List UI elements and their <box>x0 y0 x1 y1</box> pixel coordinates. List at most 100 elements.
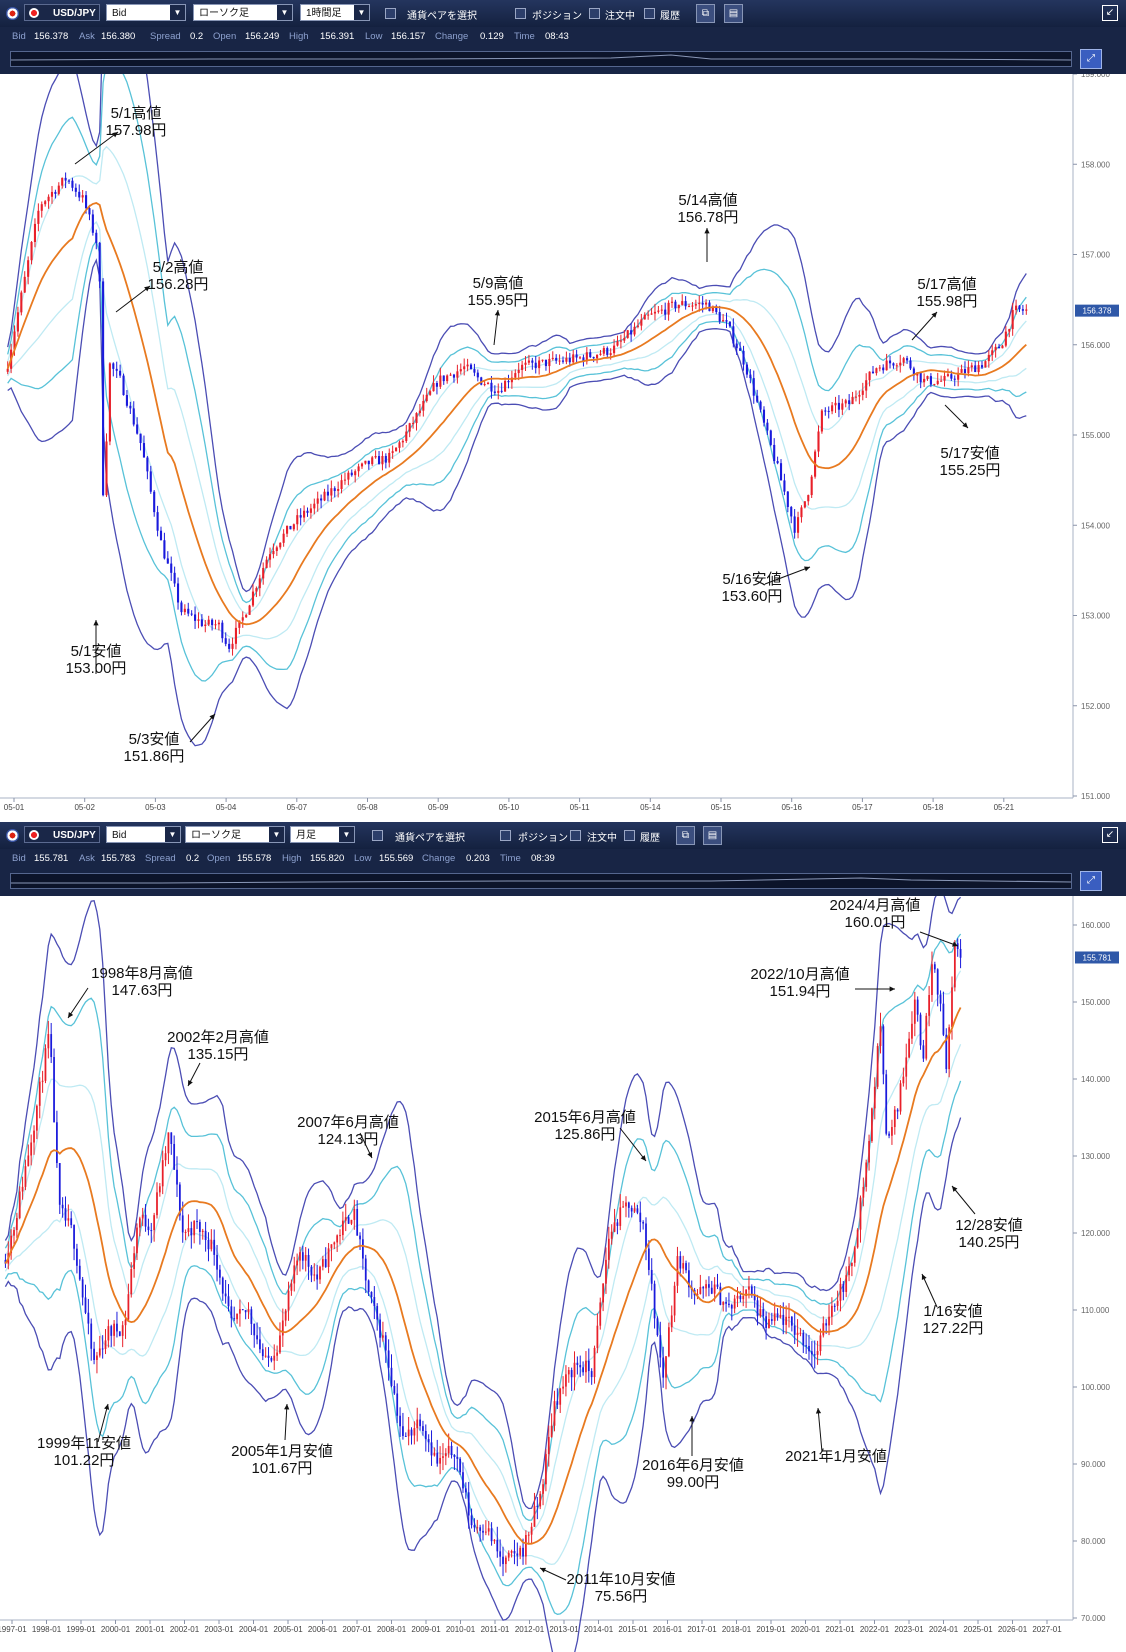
candle-body <box>388 452 391 463</box>
candle-body <box>851 1262 853 1267</box>
candle-body <box>662 1357 665 1378</box>
candle-body <box>575 354 578 358</box>
candle-body <box>773 444 776 462</box>
candle-body <box>659 1335 662 1358</box>
candle-body <box>247 1309 250 1313</box>
candle-body <box>289 525 292 530</box>
candle-body <box>567 1370 570 1375</box>
y-tick-label: 156.000 <box>1081 341 1110 350</box>
annotation-label: 2011年10月安値 <box>567 1571 676 1588</box>
collapse-icon[interactable]: ↙ <box>1102 5 1118 21</box>
candle-body <box>945 1034 948 1070</box>
navigator-scroll-track[interactable] <box>10 873 1072 889</box>
candle-body <box>931 964 933 996</box>
annotation-arrowhead <box>540 1567 546 1573</box>
candle-body <box>173 572 176 584</box>
annotation-arrowhead <box>962 422 968 428</box>
price-type-select[interactable]: Bid ▼ <box>106 4 186 21</box>
candle-body <box>410 1429 413 1436</box>
candle-body <box>613 1222 616 1232</box>
candle-body <box>323 491 326 501</box>
navigator-scroll-track[interactable] <box>10 51 1072 67</box>
candle-body <box>513 1550 516 1554</box>
annotation-arrow-line <box>921 1273 938 1308</box>
timeframe-select[interactable]: 1時間足 ▼ <box>300 4 370 21</box>
candle-body <box>605 1259 607 1284</box>
pair-select-checkbox[interactable] <box>372 830 383 841</box>
candle-body <box>587 1360 590 1372</box>
chart-settings-button[interactable]: ⧉ <box>696 4 715 23</box>
candle-body <box>762 1309 765 1317</box>
candle-body <box>76 1248 78 1266</box>
candle-body <box>599 353 602 355</box>
candle-body <box>885 1074 888 1134</box>
annotation-value: 151.86円 <box>124 748 185 765</box>
position-checkbox[interactable] <box>500 830 511 841</box>
candle-body <box>87 1312 90 1324</box>
candle-body <box>599 1302 602 1326</box>
candle-body <box>762 409 766 423</box>
candle-body <box>313 1274 316 1276</box>
candle-body <box>416 1419 419 1429</box>
candle-body <box>187 1228 190 1232</box>
currency-pair-select[interactable]: USD/JPY <box>24 4 100 21</box>
x-tick-label: 2008-01 <box>377 1625 407 1634</box>
candle-body <box>977 365 980 373</box>
candle-body <box>538 360 541 369</box>
candle-body <box>90 1323 93 1349</box>
annotation-label: 5/1高値 <box>111 105 162 122</box>
collapse-icon[interactable]: ↙ <box>1102 827 1118 843</box>
timeframe-select[interactable]: 月足 ▼ <box>290 826 355 843</box>
orders-checkbox[interactable] <box>589 8 600 19</box>
candle-body <box>822 1323 825 1336</box>
candle-body <box>911 1023 913 1039</box>
candle-body <box>623 337 626 341</box>
zoom-button[interactable]: ⤢ <box>1080 49 1102 69</box>
zoom-button[interactable]: ⤢ <box>1080 871 1102 891</box>
annotation-arrowhead <box>144 286 150 292</box>
annotation-label: 1998年8月高値 <box>91 965 193 982</box>
candle-body <box>519 1547 522 1556</box>
candle-body <box>742 1296 745 1300</box>
chart-type-select[interactable]: ローソク足 ▼ <box>185 826 285 843</box>
candle-body <box>768 1319 770 1328</box>
candle-body <box>299 1252 301 1261</box>
orders-checkbox[interactable] <box>570 830 581 841</box>
chart-type-select[interactable]: ローソク足 ▼ <box>193 4 293 21</box>
pair-select-checkbox[interactable] <box>385 8 396 19</box>
candle-body <box>136 1227 138 1254</box>
candle-body <box>245 614 248 618</box>
x-tick-label: 2020-01 <box>791 1625 821 1634</box>
annotation-arrowhead <box>93 620 99 626</box>
bid-value: 155.781 <box>34 853 69 864</box>
candle-body <box>499 1551 502 1557</box>
candle-body <box>473 369 476 373</box>
annotation-label: 5/9高値 <box>473 275 524 292</box>
candle-body <box>933 964 936 970</box>
annotation-arrow-line <box>951 1185 976 1215</box>
history-checkbox[interactable] <box>644 8 655 19</box>
candle-body <box>292 524 295 530</box>
candle-body <box>667 302 670 315</box>
candle-body <box>30 242 33 261</box>
price-type-select[interactable]: Bid ▼ <box>106 826 181 843</box>
candle-body <box>803 501 806 508</box>
chart-window-button[interactable]: ▤ <box>724 4 743 23</box>
currency-pair-select[interactable]: USD/JPY <box>24 826 100 843</box>
candle-body <box>606 348 609 355</box>
position-checkbox[interactable] <box>515 8 526 19</box>
candle-body <box>799 1332 802 1334</box>
candle-body <box>256 1335 258 1340</box>
chart-settings-button[interactable]: ⧉ <box>676 826 695 845</box>
candle-body <box>670 301 674 303</box>
candle-body <box>570 1370 573 1378</box>
candle-body <box>899 362 902 366</box>
candle-body <box>871 371 875 374</box>
candle-body <box>991 350 994 355</box>
chart-window-button[interactable]: ▤ <box>703 826 722 845</box>
candle-body <box>919 372 922 383</box>
candle-body <box>810 476 813 496</box>
history-checkbox[interactable] <box>624 830 635 841</box>
candle-body <box>733 1298 736 1309</box>
candle-body <box>462 1472 464 1489</box>
